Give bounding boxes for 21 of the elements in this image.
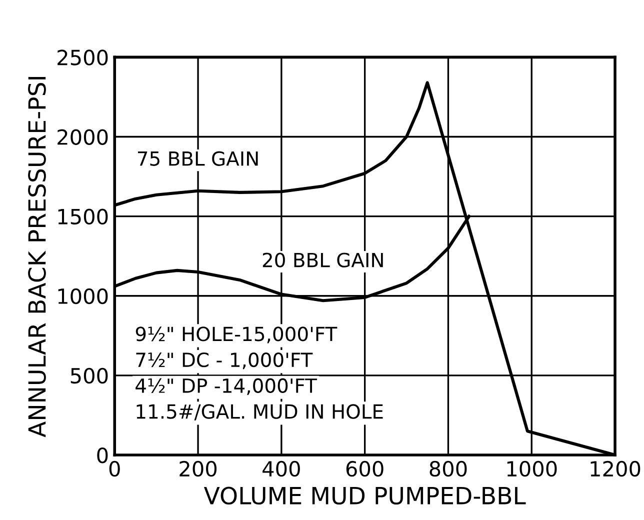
x-tick-label: 200	[180, 460, 217, 477]
x-tick-label: 1200	[590, 460, 640, 477]
y-axis-title: ANNULAR BACK PRESSURE-PSI	[28, 77, 46, 438]
annotation: 9½" HOLE-15,000'FT	[136, 326, 338, 344]
x-tick-label: 600	[346, 460, 384, 477]
y-tick-label: 1500	[58, 208, 108, 225]
y-tick-label: 0	[97, 447, 108, 464]
x-tick-label: 800	[430, 460, 467, 477]
y-tick-label: 1000	[58, 288, 108, 304]
x-axis-title: VOLUME MUD PUMPED-BBL	[204, 486, 526, 505]
annotation: 7½" DC - 1,000'FT	[136, 352, 313, 370]
series-label: 75 BBL GAIN	[138, 151, 258, 166]
annotation: 4½" DP -14,000'FT	[136, 378, 318, 395]
x-tick-label: 400	[262, 460, 300, 477]
annotation: 11.5#/GAL. MUD IN HOLE	[136, 404, 383, 420]
y-tick-label: 2000	[58, 129, 108, 145]
x-tick-label: 1000	[507, 460, 557, 477]
x-tick-label: 0	[109, 460, 120, 477]
y-tick-label: 500	[70, 368, 108, 384]
y-tick-label: 2500	[58, 50, 108, 66]
series-label: 20 BBL GAIN	[262, 252, 383, 268]
